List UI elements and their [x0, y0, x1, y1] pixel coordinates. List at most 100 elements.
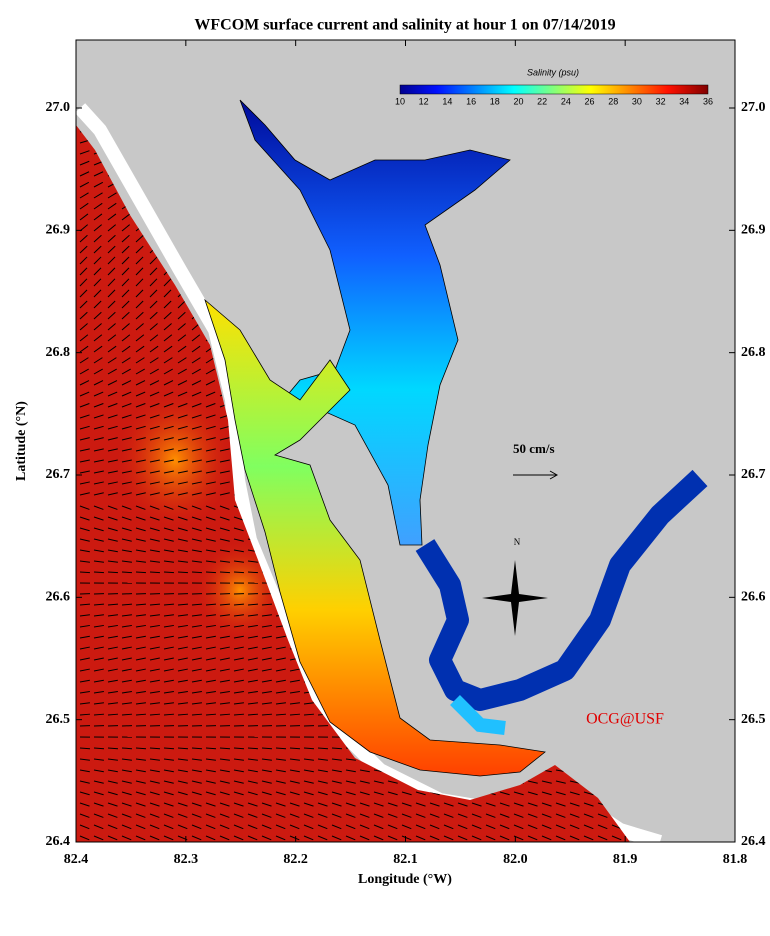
current-vector: [177, 668, 188, 672]
current-vector: [219, 425, 230, 430]
current-vector: [93, 614, 104, 617]
colorbar-tick-label: 28: [608, 96, 618, 106]
current-vector: [247, 624, 258, 628]
current-vector: [191, 668, 202, 672]
current-vector: [107, 614, 118, 617]
current-vector: [275, 813, 286, 818]
current-vector: [415, 835, 426, 841]
current-vector: [541, 802, 552, 807]
current-vector: [177, 824, 188, 830]
current-vector: [79, 256, 88, 265]
current-vector: [191, 657, 202, 661]
current-vector: [79, 679, 90, 683]
current-vector: [205, 459, 216, 463]
current-vector: [583, 824, 594, 830]
current-vector: [135, 571, 147, 574]
current-vector: [261, 646, 272, 650]
current-vector: [93, 538, 104, 542]
current-vector: [373, 835, 384, 841]
current-vector: [289, 747, 301, 750]
current-vector: [219, 769, 230, 773]
current-vector: [93, 380, 104, 386]
current-vector: [79, 334, 89, 342]
current-vector: [205, 791, 216, 796]
current-vector: [135, 791, 146, 796]
current-vector: [261, 813, 272, 818]
current-vector: [359, 769, 370, 773]
current-vector: [191, 368, 201, 375]
current-vector: [107, 802, 118, 807]
current-vector: [247, 791, 258, 796]
current-vector: [177, 560, 188, 563]
current-vector: [219, 481, 230, 485]
current-vector: [583, 802, 594, 807]
upper-harbor: [239, 99, 511, 546]
current-vector: [93, 668, 104, 672]
current-vector: [93, 470, 104, 474]
current-vector: [135, 459, 146, 463]
current-vector: [135, 448, 146, 452]
current-vector: [177, 690, 188, 694]
current-vector: [191, 791, 202, 796]
current-vector: [191, 603, 203, 606]
current-vector: [177, 414, 188, 419]
current-vector: [149, 414, 160, 419]
current-vector: [79, 192, 89, 199]
current-vector: [149, 571, 161, 574]
current-vector: [93, 334, 103, 342]
current-vector: [611, 824, 622, 830]
current-vector: [177, 538, 188, 542]
current-vector: [149, 380, 160, 386]
current-vector: [107, 481, 118, 485]
current-vector: [149, 323, 158, 331]
current-vector: [527, 780, 538, 784]
current-vector: [135, 624, 146, 628]
current-vector: [303, 702, 314, 705]
current-vector: [205, 679, 216, 683]
current-vector: [429, 835, 440, 841]
current-vector: [135, 702, 146, 705]
current-vector: [191, 538, 202, 542]
current-vector: [107, 702, 118, 705]
current-vector: [93, 425, 104, 430]
current-vector: [93, 357, 103, 364]
current-vector: [149, 758, 160, 761]
current-vector: [219, 560, 230, 563]
x-tick-label: 82.3: [174, 852, 199, 867]
current-vector: [499, 835, 510, 841]
current-vector: [135, 256, 144, 265]
current-vector: [107, 747, 119, 750]
current-vector: [93, 791, 104, 796]
current-vector: [149, 824, 160, 830]
current-vector: [569, 813, 580, 818]
current-vector: [191, 560, 202, 563]
current-vector: [93, 713, 105, 716]
current-vector: [177, 614, 188, 617]
current-vector: [107, 224, 116, 232]
current-vector: [93, 448, 104, 452]
current-vector: [121, 345, 131, 353]
current-vector: [205, 603, 217, 606]
current-vector: [261, 614, 272, 617]
current-vector: [93, 403, 104, 408]
current-vector: [177, 311, 186, 320]
current-vector: [191, 702, 202, 705]
current-vector: [177, 425, 188, 430]
current-vector: [527, 791, 538, 796]
current-vector: [149, 278, 158, 287]
current-vector: [205, 560, 216, 563]
current-vector: [261, 603, 273, 606]
current-vector: [191, 824, 202, 830]
current-vector: [93, 245, 102, 254]
current-vector: [135, 824, 146, 830]
current-vector: [107, 345, 117, 353]
current-vector: [163, 791, 174, 796]
current-vector: [163, 300, 172, 309]
current-vector: [163, 635, 174, 639]
current-vector: [121, 713, 133, 716]
current-vector: [219, 538, 230, 542]
current-vector: [149, 624, 160, 628]
current-vector: [191, 492, 202, 496]
current-vector: [289, 813, 300, 818]
current-vector: [205, 357, 215, 364]
